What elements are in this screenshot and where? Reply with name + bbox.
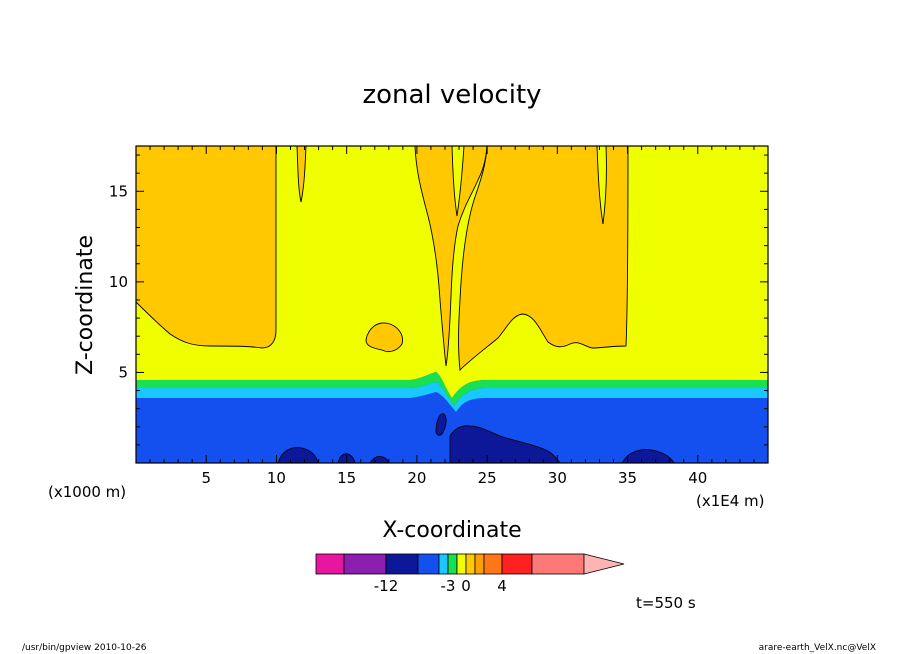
x-tick-label: 25 [478,469,497,487]
x-tick-label: 20 [407,469,426,487]
y-axis-label: Z-coordinate [73,235,98,375]
x-unit-left-label: (x1000 m) [48,483,126,501]
y-tick-label: 10 [109,273,128,291]
colorbar-segment [438,553,449,575]
region-upper-orange-thin-1 [296,146,307,203]
region-upper-yellow-spike [451,146,465,217]
colorbar-segment [447,553,458,575]
x-axis-label: X-coordinate [382,518,521,543]
time-annotation: t=550 s [636,594,696,612]
x-axis-ticks: 5 10 15 20 25 30 35 40 [149,146,755,487]
x-tick-label: 40 [688,469,707,487]
colorbar-segment [531,553,585,575]
x-tick-label: 5 [201,469,211,487]
region-deep-negative-bottom [449,425,561,463]
x-tick-label: 30 [548,469,567,487]
colorbar-segment [474,553,485,575]
region-deep-negative-small-1 [277,447,319,463]
x-tick-label: 10 [267,469,286,487]
colorbar-segment [315,553,345,575]
y-axis-ticks: 5 10 15 [109,154,768,446]
x-tick-label: 15 [337,469,356,487]
y-tick-label: 15 [109,182,128,200]
chart-title: zonal velocity [362,80,541,110]
colorbar-segment [343,553,387,575]
contour-plot-area [136,146,768,463]
y-tick-label: 5 [118,363,128,381]
colorbar-segment [501,553,533,575]
x-unit-right-label: (x1E4 m) [696,492,765,510]
region-upper-orange-blob [365,322,403,353]
colorbar-label: -12 [374,577,399,595]
region-deep-negative-small-4 [621,449,675,463]
region-green-band [136,372,768,406]
colorbar-label: -3 [441,577,456,595]
colorbar-segment [385,553,419,575]
colorbar-extension-arrow [583,553,625,575]
region-deep-negative-small-5 [435,413,447,436]
region-upper-orange-center [414,146,488,367]
colorbar-segment [483,553,503,575]
region-upper-orange-left [136,146,277,349]
colorbar-segment [465,553,476,575]
colorbar-segment [417,553,440,575]
plot-frame [135,145,769,464]
colorbar-segment [456,553,467,575]
colorbar-label: 0 [461,577,471,595]
region-cyan-band [136,382,768,412]
colorbar-label: 4 [497,577,507,595]
footer-right: arare-earth_VelX.nc@VelX [759,643,876,653]
x-tick-label: 35 [618,469,637,487]
colorbar [315,553,625,575]
footer-left: /usr/bin/gpview 2010-10-26 [22,643,147,653]
colorbar-labels: -12 -3 0 4 [374,577,507,595]
